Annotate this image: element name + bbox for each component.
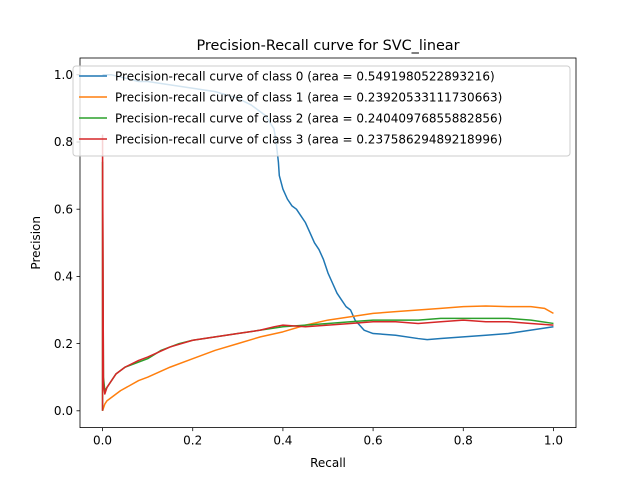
- legend-label-class-0: Precision-recall curve of class 0 (area …: [115, 69, 495, 83]
- y-tick-label: 0.0: [54, 404, 73, 418]
- legend-label-class-1: Precision-recall curve of class 1 (area …: [115, 90, 502, 104]
- x-tick-label: 1.0: [544, 434, 563, 448]
- x-tick-label: 0.4: [273, 434, 292, 448]
- legend-label-class-2: Precision-recall curve of class 2 (area …: [115, 111, 502, 125]
- y-tick-label: 0.6: [54, 202, 73, 216]
- x-axis-label: Recall: [310, 456, 346, 470]
- y-axis-label: Precision: [29, 216, 43, 270]
- legend-label-class-3: Precision-recall curve of class 3 (area …: [115, 132, 502, 146]
- y-tick-label: 0.2: [54, 337, 73, 351]
- y-tick-label: 0.8: [54, 135, 73, 149]
- legend: Precision-recall curve of class 0 (area …: [73, 66, 570, 156]
- y-tick-label: 1.0: [54, 68, 73, 82]
- y-tick-label: 0.4: [54, 270, 73, 284]
- chart-title: Precision-Recall curve for SVC_linear: [196, 38, 459, 54]
- x-tick-label: 0.2: [183, 434, 202, 448]
- x-tick-label: 0.0: [93, 434, 112, 448]
- x-tick-label: 0.8: [454, 434, 473, 448]
- x-tick-label: 0.6: [364, 434, 383, 448]
